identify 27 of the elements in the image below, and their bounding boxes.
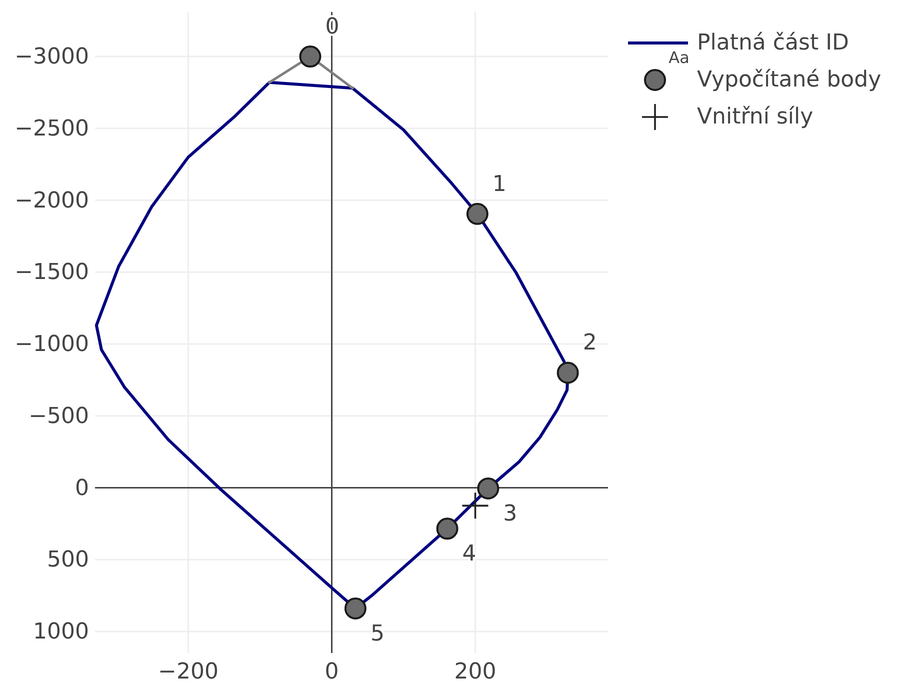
legend-label: Platná část ID — [697, 30, 849, 56]
legend-label: Vnitřní síly — [697, 104, 814, 130]
point — [466, 202, 488, 225]
text: Aa — [668, 48, 690, 67]
x-tick-label: 200 — [454, 660, 496, 684]
point — [344, 597, 366, 620]
point — [477, 477, 500, 500]
point — [299, 46, 322, 68]
y-tick-label: −1500 — [14, 260, 89, 286]
legend-label: Vypočítané body — [697, 68, 882, 92]
point — [436, 518, 458, 540]
y-tick-label: −1000 — [14, 332, 89, 358]
annotation: 3 — [503, 501, 518, 526]
y-tick-label: −500 — [28, 404, 89, 429]
y-tick-label: −2000 — [14, 188, 89, 214]
annotation: 2 — [582, 330, 597, 356]
annotation: 5 — [370, 621, 384, 646]
x-tick-label: 0 — [324, 660, 339, 684]
y-tick-label: 500 — [47, 548, 89, 573]
annotation: 4 — [462, 542, 476, 567]
y-tick-label: 1000 — [33, 619, 89, 644]
point — [556, 362, 579, 384]
y-tick-label: 0 — [75, 476, 89, 501]
x-tick-label: −200 — [158, 660, 218, 684]
y-tick-label: −3000 — [14, 44, 89, 70]
y-tick-label: −2500 — [14, 116, 89, 142]
annotation: 1 — [492, 172, 506, 197]
